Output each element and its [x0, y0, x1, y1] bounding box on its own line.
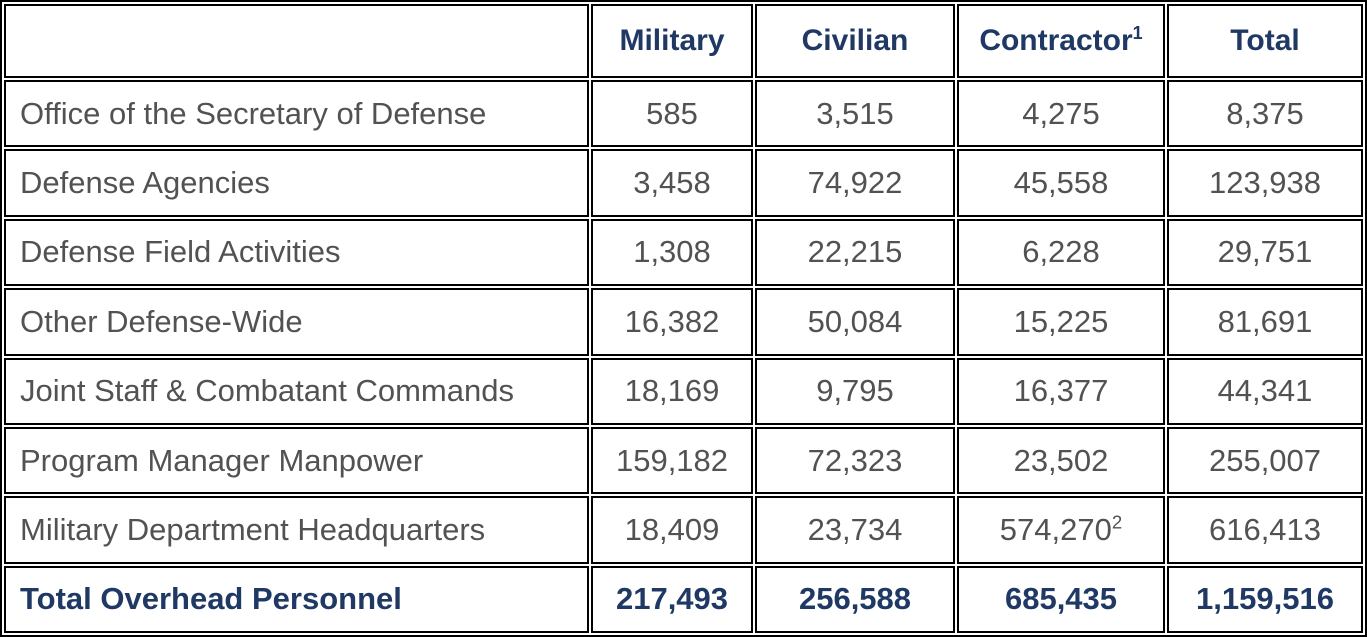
row-label: Military Department Headquarters	[4, 496, 589, 564]
table-row: Joint Staff & Combatant Commands 18,169 …	[4, 357, 1363, 425]
contractor-value: 574,2702	[957, 496, 1165, 564]
total-row: Total Overhead Personnel 217,493 256,588…	[4, 565, 1363, 633]
grand-total-value: 1,159,516	[1167, 565, 1363, 633]
contractor-value: 23,502	[957, 426, 1165, 495]
contractor-value: 45,558	[957, 149, 1165, 217]
table-row: Office of the Secretary of Defense 585 3…	[4, 80, 1363, 148]
contractor-value: 6,228	[957, 218, 1165, 287]
row-label: Other Defense-Wide	[4, 288, 589, 356]
row-label: Defense Agencies	[4, 149, 589, 217]
row-label: Joint Staff & Combatant Commands	[4, 357, 589, 425]
total-value: 81,691	[1167, 288, 1363, 356]
military-value: 159,182	[591, 426, 753, 495]
row-label: Program Manager Manpower	[4, 426, 589, 495]
col-header-civilian-label: Civilian	[801, 24, 909, 57]
total-value: 123,938	[1167, 149, 1363, 217]
civilian-total-value: 256,588	[755, 565, 955, 633]
col-header-contractor-label: Contractor	[979, 24, 1133, 57]
col-header-civilian: Civilian	[755, 4, 955, 78]
contractor-number: 4,275	[1022, 95, 1100, 131]
footnote-marker: 1	[1132, 23, 1143, 43]
civilian-value: 3,515	[755, 80, 955, 148]
col-header-total-label: Total	[1230, 24, 1300, 57]
table-row: Defense Field Activities 1,308 22,215 6,…	[4, 218, 1363, 287]
contractor-total-value: 685,435	[957, 565, 1165, 633]
contractor-value: 16,377	[957, 357, 1165, 425]
row-label: Defense Field Activities	[4, 218, 589, 287]
col-header-military-label: Military	[619, 24, 725, 57]
military-total-value: 217,493	[591, 565, 753, 633]
corner-cell	[4, 4, 589, 78]
contractor-number: 574,270	[999, 511, 1112, 547]
total-value: 255,007	[1167, 426, 1363, 495]
contractor-number: 6,228	[1022, 234, 1100, 270]
civilian-value: 50,084	[755, 288, 955, 356]
footnote-marker: 2	[1111, 511, 1123, 533]
military-value: 585	[591, 80, 753, 148]
contractor-number: 23,502	[1013, 442, 1109, 478]
row-label: Office of the Secretary of Defense	[4, 80, 589, 148]
col-header-military: Military	[591, 4, 753, 78]
total-value: 44,341	[1167, 357, 1363, 425]
military-value: 1,308	[591, 218, 753, 287]
civilian-value: 72,323	[755, 426, 955, 495]
total-value: 616,413	[1167, 496, 1363, 564]
military-value: 18,409	[591, 496, 753, 564]
contractor-number: 45,558	[1013, 165, 1109, 201]
table-row: Program Manager Manpower 159,182 72,323 …	[4, 426, 1363, 495]
military-value: 16,382	[591, 288, 753, 356]
contractor-number: 16,377	[1013, 373, 1109, 409]
total-value: 29,751	[1167, 218, 1363, 287]
header-row: Military Civilian Contractor1 Total	[4, 4, 1363, 78]
contractor-number: 15,225	[1013, 303, 1109, 339]
contractor-number: 685,435	[1004, 581, 1118, 617]
total-row-label: Total Overhead Personnel	[4, 565, 589, 633]
civilian-value: 9,795	[755, 357, 955, 425]
total-value: 8,375	[1167, 80, 1363, 148]
table-row: Other Defense-Wide 16,382 50,084 15,225 …	[4, 288, 1363, 356]
civilian-value: 74,922	[755, 149, 955, 217]
table-row: Military Department Headquarters 18,409 …	[4, 496, 1363, 564]
military-value: 3,458	[591, 149, 753, 217]
col-header-contractor: Contractor1	[957, 4, 1165, 78]
table-row: Defense Agencies 3,458 74,922 45,558 123…	[4, 149, 1363, 217]
civilian-value: 22,215	[755, 218, 955, 287]
contractor-value: 15,225	[957, 288, 1165, 356]
contractor-value: 4,275	[957, 80, 1165, 148]
col-header-total: Total	[1167, 4, 1363, 78]
military-value: 18,169	[591, 357, 753, 425]
civilian-value: 23,734	[755, 496, 955, 564]
